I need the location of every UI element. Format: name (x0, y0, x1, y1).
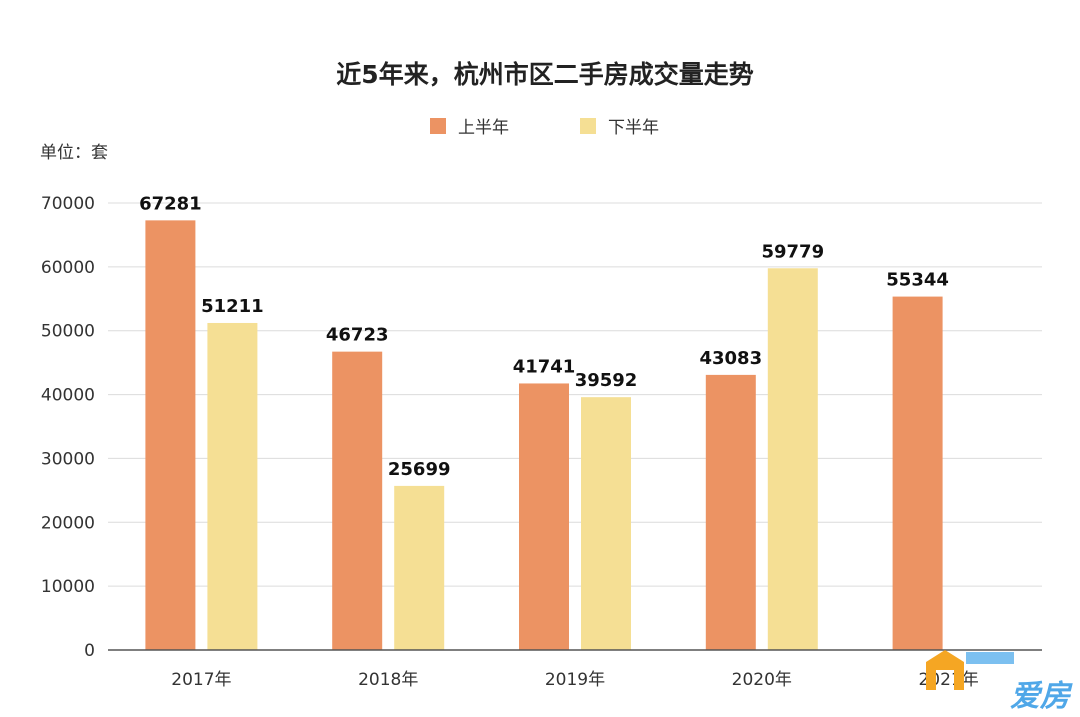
y-tick-label: 40000 (41, 386, 95, 406)
bar-second-half (767, 268, 818, 650)
bar-second-half (581, 397, 631, 650)
bar-second-half (207, 322, 258, 650)
legend-swatch-first-half (430, 118, 446, 134)
data-label: 43083 (699, 348, 762, 369)
data-label: 39592 (575, 370, 638, 391)
legend: 上半年 下半年 (430, 118, 659, 138)
bar-first-half (892, 296, 943, 650)
legend-swatch-second-half (580, 118, 596, 134)
x-tick-label: 2018年 (358, 670, 418, 690)
bar-first-half (705, 374, 756, 650)
x-tick-label: 2020年 (732, 670, 792, 690)
data-label: 46723 (326, 325, 389, 346)
y-tick-label: 70000 (41, 194, 95, 214)
logo-blue-block (966, 652, 1014, 664)
watermark-text: 爱房 (1010, 679, 1073, 714)
house-logo-icon (926, 650, 964, 690)
watermark-logo: 爱房 (926, 650, 1073, 714)
chart-title: 近5年来，杭州市区二手房成交量走势 (336, 60, 753, 89)
x-tick-label: 2017年 (171, 670, 231, 690)
x-axis-ticks: 2017年 2018年 2019年 2020年 2021年 (171, 670, 978, 690)
bar-second-half (394, 485, 445, 650)
data-label: 51211 (201, 296, 264, 317)
data-label: 59779 (761, 241, 824, 262)
y-tick-label: 50000 (41, 322, 95, 342)
unit-label: 单位：套 (40, 143, 108, 163)
legend-label-first-half: 上半年 (458, 118, 509, 138)
legend-label-second-half: 下半年 (608, 118, 659, 138)
y-tick-label: 0 (84, 641, 95, 661)
bars (145, 220, 943, 650)
y-tick-label: 20000 (41, 513, 95, 533)
data-label: 55344 (886, 270, 949, 291)
bar-first-half (519, 383, 569, 650)
bar-first-half (145, 220, 196, 650)
grid-lines (108, 202, 1042, 587)
y-tick-label: 30000 (41, 449, 95, 469)
x-tick-label: 2019年 (545, 670, 605, 690)
y-tick-label: 10000 (41, 577, 95, 597)
data-label: 25699 (388, 459, 451, 480)
data-label: 41741 (513, 356, 576, 377)
y-axis-ticks: 0 10000 20000 30000 40000 50000 60000 70000 (41, 194, 95, 661)
y-tick-label: 60000 (41, 258, 95, 278)
data-label: 67281 (139, 193, 202, 214)
bar-first-half (332, 351, 383, 650)
